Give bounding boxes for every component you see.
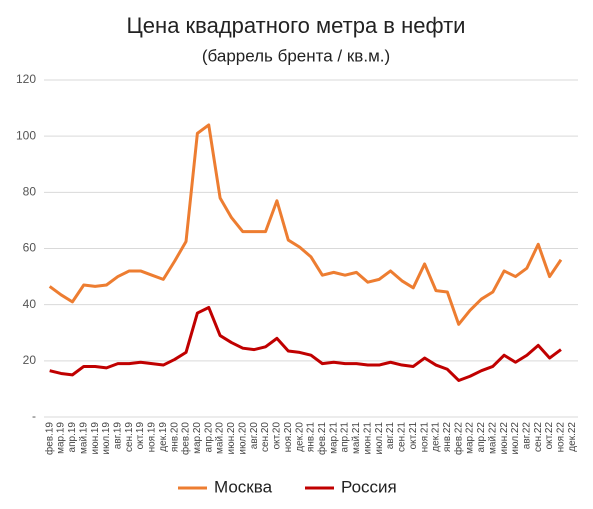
x-tick-label: июл.21 <box>374 422 385 455</box>
x-tick-label: янв.21 <box>306 422 317 453</box>
x-tick-label: июл.22 <box>510 422 521 455</box>
y-tick-label: 20 <box>23 353 37 367</box>
series-line <box>48 123 563 326</box>
x-tick-label: авг.19 <box>112 422 123 450</box>
x-tick-label: июл.20 <box>237 422 248 455</box>
series-line <box>49 305 562 382</box>
y-tick-label: - <box>32 409 36 423</box>
x-tick-label: сен.19 <box>124 422 135 452</box>
x-tick-label: дек.19 <box>158 422 169 452</box>
x-tick-label: окт.19 <box>135 422 146 450</box>
x-tick-label: окт.21 <box>408 422 419 450</box>
x-tick-label: июн.21 <box>362 422 373 455</box>
x-tick-label: окт.20 <box>272 422 283 450</box>
x-tick-label: май.20 <box>215 422 226 454</box>
x-tick-label: ноя.22 <box>556 422 567 453</box>
x-tick-label: мар.21 <box>328 422 339 454</box>
x-tick-label: фев.20 <box>180 422 192 455</box>
x-tick-label: фев.22 <box>452 422 464 455</box>
x-tick-label: июн.22 <box>499 422 510 455</box>
chart-title: Цена квадратного метра в нефти <box>127 13 466 38</box>
x-tick-label: авг.21 <box>385 422 396 450</box>
x-tick-label: май.21 <box>351 422 362 454</box>
chart-subtitle: (баррель брента / кв.м.) <box>202 46 390 65</box>
y-tick-label: 80 <box>23 185 37 199</box>
x-tick-label: апр.19 <box>67 422 78 453</box>
y-tick-label: 120 <box>16 72 36 86</box>
x-tick-label: ноя.19 <box>147 422 158 453</box>
x-tick-label: авг.22 <box>522 422 533 450</box>
legend-label: Россия <box>341 477 397 496</box>
x-tick-label: июн.19 <box>90 422 101 455</box>
x-tick-label: апр.20 <box>203 422 214 453</box>
x-tick-label: сен.21 <box>397 422 408 452</box>
x-tick-label: май.22 <box>487 422 498 454</box>
x-tick-label: ноя.20 <box>283 422 294 453</box>
x-tick-label: авг.20 <box>249 422 260 450</box>
x-tick-label: сен.20 <box>260 422 271 452</box>
x-tick-label: май.19 <box>78 422 89 454</box>
y-tick-label: 60 <box>23 241 37 255</box>
x-tick-label: мар.22 <box>465 422 476 454</box>
x-tick-label: мар.19 <box>56 422 67 454</box>
x-tick-label: дек.21 <box>431 422 442 452</box>
x-tick-label: апр.21 <box>340 422 351 453</box>
legend-label: Москва <box>214 477 273 496</box>
x-tick-label: янв.20 <box>169 422 180 453</box>
x-tick-label: июн.20 <box>226 422 237 455</box>
x-tick-label: дек.22 <box>567 422 578 452</box>
x-tick-label: фев.19 <box>43 422 55 455</box>
x-tick-label: дек.20 <box>294 422 305 452</box>
x-tick-label: сен.22 <box>533 422 544 452</box>
x-tick-label: апр.22 <box>476 422 487 453</box>
x-tick-label: фев.21 <box>316 422 328 455</box>
x-tick-label: июл.19 <box>101 422 112 455</box>
x-tick-label: ноя.21 <box>419 422 430 453</box>
y-tick-label: 40 <box>23 297 37 311</box>
x-tick-label: мар.20 <box>192 422 203 454</box>
x-tick-label: окт.22 <box>544 422 555 450</box>
y-tick-label: 100 <box>16 128 36 142</box>
x-tick-label: янв.22 <box>442 422 453 453</box>
